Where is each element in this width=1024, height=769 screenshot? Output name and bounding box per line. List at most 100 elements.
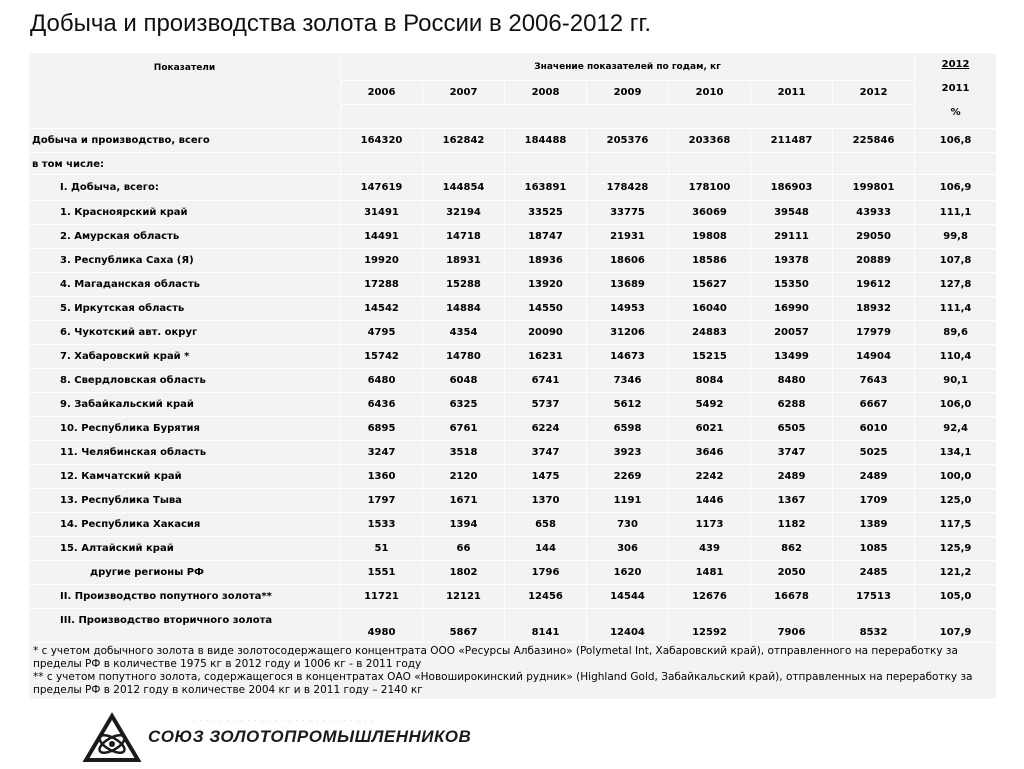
value-cell: 1671	[422, 488, 505, 513]
ratio-cell: 90,1	[914, 368, 998, 393]
table-row: 14. Республика Хакасия 1533 1394 658 730 1173…	[28, 512, 998, 537]
value-cell: 5025	[831, 440, 916, 465]
value-cell: 1394	[422, 512, 505, 537]
row-label: 13. Республика Тыва	[28, 488, 341, 513]
value-cell: 6325	[422, 392, 505, 417]
value-cell: 3747	[504, 440, 587, 465]
row-label: 8. Свердловская область	[28, 368, 341, 393]
value-cell: 12456	[504, 584, 587, 609]
value-cell: 13920	[504, 272, 587, 297]
value-cell: 184488	[504, 128, 587, 153]
ratio-cell: 105,0	[914, 584, 998, 609]
value-cell: 12592	[668, 608, 751, 643]
value-cell: 12676	[668, 584, 751, 609]
value-cell: 11721	[340, 584, 423, 609]
value-cell	[504, 152, 587, 175]
table-row: II. Производство попутного золота** 11721…	[28, 584, 998, 609]
value-cell: 18747	[504, 224, 587, 249]
value-cell: 1367	[750, 488, 833, 513]
value-cell: 205376	[586, 128, 669, 153]
row-label: в том числе:	[28, 152, 341, 175]
value-cell: 19378	[750, 248, 833, 273]
value-cell: 14884	[422, 296, 505, 321]
value-cell: 13689	[586, 272, 669, 297]
value-cell: 1551	[340, 560, 423, 585]
ratio-cell: 99,8	[914, 224, 998, 249]
value-cell: 4354	[422, 320, 505, 345]
footnote-row: * с учетом добычного золота в виде золот…	[27, 642, 998, 700]
value-cell: 6010	[831, 416, 916, 441]
value-cell: 14953	[586, 296, 669, 321]
value-cell: 8480	[750, 368, 833, 393]
value-cell: 2050	[750, 560, 833, 585]
ratio-cell: 117,5	[914, 512, 998, 537]
value-cell: 14542	[340, 296, 423, 321]
header-year: 2006	[340, 80, 423, 105]
row-label: 5. Иркутская область	[28, 296, 341, 321]
value-cell: 2489	[750, 464, 833, 489]
value-cell: 51	[340, 536, 423, 561]
value-cell: 2489	[831, 464, 916, 489]
value-cell: 178428	[586, 174, 669, 201]
value-cell: 6741	[504, 368, 587, 393]
value-cell: 15350	[750, 272, 833, 297]
value-cell: 18586	[668, 248, 751, 273]
value-cell: 3247	[340, 440, 423, 465]
value-cell: 16678	[750, 584, 833, 609]
value-cell: 5492	[668, 392, 751, 417]
row-label: 11. Челябинская область	[28, 440, 341, 465]
value-cell: 1182	[750, 512, 833, 537]
value-cell: 31491	[340, 200, 423, 225]
value-cell: 1446	[668, 488, 751, 513]
value-cell: 5867	[422, 608, 505, 643]
value-cell: 1173	[668, 512, 751, 537]
value-cell: 7643	[831, 368, 916, 393]
value-cell: 29111	[750, 224, 833, 249]
row-label: 4. Магаданская область	[28, 272, 341, 297]
value-cell: 20889	[831, 248, 916, 273]
value-cell: 6436	[340, 392, 423, 417]
value-cell: 6761	[422, 416, 505, 441]
value-cell: 6021	[668, 416, 751, 441]
value-cell: 8532	[831, 608, 916, 643]
footnote-2: ** с учетом попутного золота, содержащег…	[33, 671, 973, 696]
value-cell: 15288	[422, 272, 505, 297]
value-cell: 2120	[422, 464, 505, 489]
value-cell: 6667	[831, 392, 916, 417]
ratio-cell	[914, 152, 998, 175]
value-cell: 12121	[422, 584, 505, 609]
value-cell: 1709	[831, 488, 916, 513]
union-logo: · · · · · · · · · · · · · · · · · · · · …	[82, 712, 472, 762]
table-row: 3. Республика Саха (Я) 19920 18931 18936 186…	[28, 248, 998, 273]
value-cell: 8141	[504, 608, 587, 643]
union-logo-icon	[82, 712, 142, 762]
ratio-cell: 106,8	[914, 128, 998, 153]
value-cell: 14544	[586, 584, 669, 609]
header-year: 2010	[668, 80, 751, 105]
value-cell: 6288	[750, 392, 833, 417]
value-cell: 1533	[340, 512, 423, 537]
value-cell: 6224	[504, 416, 587, 441]
value-cell: 178100	[668, 174, 751, 201]
value-cell: 225846	[831, 128, 916, 153]
value-cell: 24883	[668, 320, 751, 345]
value-cell: 14780	[422, 344, 505, 369]
row-label: 12. Камчатский край	[28, 464, 341, 489]
table-row: в том числе:	[28, 152, 998, 175]
value-cell: 1191	[586, 488, 669, 513]
value-cell	[586, 152, 669, 175]
table-row: 8. Свердловская область 6480 6048 6741 7346 8…	[28, 368, 998, 393]
value-cell: 730	[586, 512, 669, 537]
value-cell: 33525	[504, 200, 587, 225]
value-cell: 2269	[586, 464, 669, 489]
table-row: 1. Красноярский край 31491 32194 33525 33775…	[28, 200, 998, 225]
value-cell: 31206	[586, 320, 669, 345]
row-label: III. Производство вторичного золота	[28, 608, 341, 643]
value-cell: 199801	[831, 174, 916, 201]
table-row: 11. Челябинская область 3247 3518 3747 3923 3…	[28, 440, 998, 465]
row-label: 9. Забайкальский край	[28, 392, 341, 417]
value-cell: 36069	[668, 200, 751, 225]
value-cell	[340, 152, 423, 175]
row-label: I. Добыча, всего:	[28, 174, 341, 201]
header-ratio: 2012 2011 %	[914, 52, 998, 129]
